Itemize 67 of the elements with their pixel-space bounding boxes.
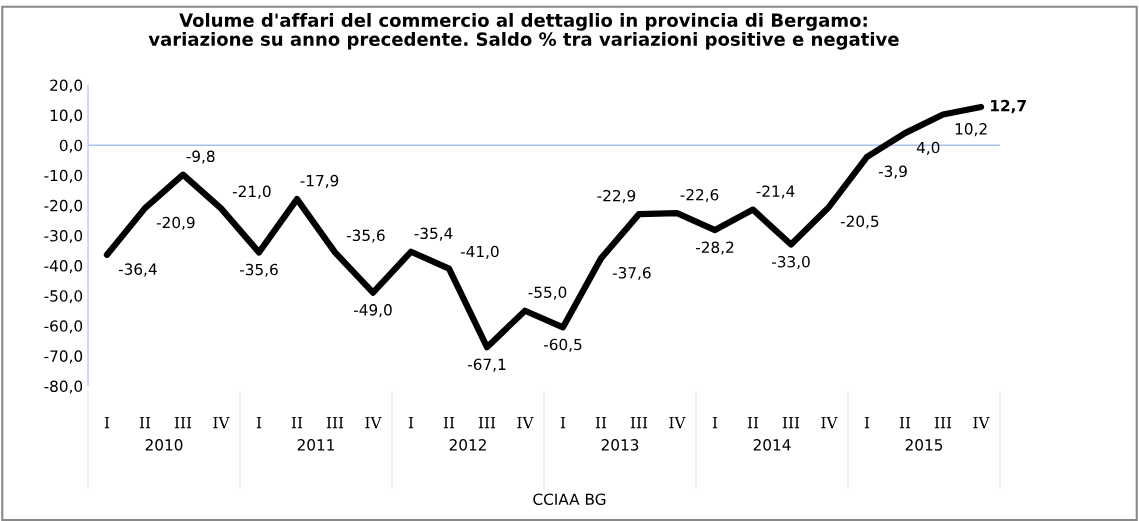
x-tick-label: III [326, 417, 344, 429]
text: 2014 [753, 439, 791, 451]
x-tick-label: IV [973, 417, 990, 429]
y-tick-label: -40,0 [44, 260, 83, 274]
text: CCIAA BG [533, 493, 606, 506]
x-tick-label: III [934, 417, 952, 429]
data-label: -41,0 [460, 245, 499, 259]
data-label: -21,0 [232, 185, 271, 199]
text: 2011 [297, 439, 335, 451]
y-tick-label: -10,0 [44, 169, 83, 183]
y-tick-label: -30,0 [44, 229, 83, 244]
x-tick-label: III [478, 417, 496, 429]
data-label: -33,0 [771, 255, 810, 270]
data-label: 10,2 [955, 123, 987, 137]
text: 2015 [905, 439, 943, 451]
y-tick-label: 0,0 [59, 139, 83, 153]
data-label: -9,8 [186, 150, 215, 164]
x-tick-label: II [595, 417, 607, 429]
chart-title: Volume d'affari del commercio al dettaglio in provincia di Bergamo: variazione su anno precedente. Saldo % tra variazioni positive e negative [148, 13, 899, 50]
x-tick-label: III [174, 417, 192, 429]
data-label: -28,2 [695, 241, 734, 255]
x-tick-label: II [291, 417, 303, 429]
data-label: -49,0 [353, 304, 392, 318]
data-label: 4,0 [916, 141, 940, 155]
x-tick-label: II [747, 417, 759, 429]
data-label: -35,6 [239, 263, 278, 277]
text: 2012 [449, 439, 486, 451]
x-tick-label: I [864, 417, 870, 429]
x-tick-label: I [408, 417, 414, 429]
data-label: -67,1 [467, 358, 506, 372]
x-tick-label: I [104, 417, 110, 429]
text: 2010 [145, 439, 183, 451]
data-label: -21,4 [756, 185, 795, 199]
y-tick-label: 20,0 [50, 79, 83, 93]
x-tick-label: IV [669, 417, 686, 429]
x-tick-label: II [899, 417, 911, 429]
data-label: -22,9 [597, 189, 636, 204]
x-tick-label: I [712, 417, 718, 429]
text: 2013 [601, 439, 639, 451]
x-tick-label: III [630, 417, 648, 429]
x-tick-label: IV [213, 417, 230, 429]
data-label: -60,5 [543, 338, 582, 352]
data-label: -22,6 [680, 188, 719, 203]
data-label: -55,0 [528, 286, 567, 300]
y-tick-label: -60,0 [44, 320, 83, 334]
data-label: -35,4 [414, 227, 453, 241]
x-tick-label: I [560, 417, 566, 429]
x-tick-label: III [782, 417, 800, 429]
x-tick-label: IV [517, 417, 534, 429]
data-label: -17,9 [300, 174, 339, 188]
y-tick-label: -50,0 [44, 290, 83, 304]
y-tick-label: -80,0 [44, 380, 83, 394]
x-tick-label: I [256, 417, 262, 429]
data-label: -36,4 [118, 263, 157, 277]
x-tick-label: IV [821, 417, 838, 429]
y-tick-label: -70,0 [44, 350, 83, 364]
data-label: -37,6 [612, 266, 651, 281]
y-tick-label: 10,0 [50, 109, 83, 123]
data-label: -35,6 [346, 229, 385, 243]
x-tick-label: IV [365, 417, 382, 429]
data-label: -3,9 [878, 165, 907, 179]
x-tick-label: II [139, 417, 151, 429]
data-label: -20,9 [156, 216, 195, 230]
data-label: -20,5 [840, 215, 879, 229]
y-tick-label: -20,0 [44, 199, 83, 213]
data-label: 12,7 [991, 99, 1026, 114]
x-tick-label: II [443, 417, 455, 429]
